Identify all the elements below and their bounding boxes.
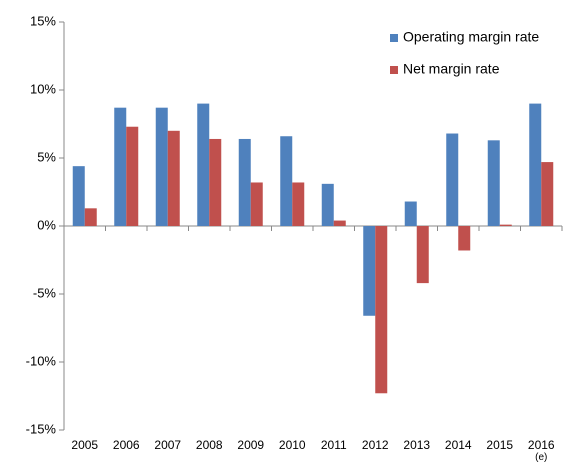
x-tick-label: 2005 <box>71 438 98 452</box>
bar <box>250 182 263 226</box>
x-tick-label: 2013 <box>403 438 430 452</box>
y-tick-label: -15% <box>26 421 57 436</box>
legend-swatch <box>390 66 398 74</box>
bar <box>541 162 554 226</box>
bar <box>72 166 85 226</box>
bar <box>487 140 500 226</box>
bar <box>499 224 512 226</box>
bar <box>529 103 542 226</box>
y-tick-label: 0% <box>37 217 56 232</box>
bar <box>404 201 417 226</box>
bar <box>321 183 334 226</box>
bar <box>209 138 222 226</box>
y-tick-label: 5% <box>37 149 56 164</box>
bar <box>363 226 376 316</box>
bar <box>280 136 293 226</box>
y-tick-label: 10% <box>30 81 56 96</box>
bar <box>84 208 97 226</box>
bar <box>114 107 127 226</box>
x-tick-label: 2015 <box>486 438 513 452</box>
bar <box>333 220 346 226</box>
bar <box>416 226 429 284</box>
x-tick-label: 2011 <box>321 438 347 452</box>
x-tick-label: 2014 <box>445 438 472 452</box>
bar <box>197 103 210 226</box>
legend-swatch <box>390 34 398 42</box>
x-tick-label: 2008 <box>196 438 223 452</box>
y-tick-label: -5% <box>33 285 57 300</box>
legend-label: Operating margin rate <box>403 29 539 45</box>
bar <box>167 130 180 226</box>
y-tick-label: 15% <box>30 13 56 28</box>
bar <box>446 133 459 226</box>
x-tick-label: 2012 <box>362 438 389 452</box>
y-tick-label: -10% <box>26 353 57 368</box>
x-tick-label: 2016 (e) <box>528 438 555 462</box>
legend-label: Net margin rate <box>403 61 500 77</box>
x-tick-label: 2007 <box>154 438 181 452</box>
bar <box>292 182 305 226</box>
bar <box>238 138 251 226</box>
bar <box>375 226 388 394</box>
bar <box>458 226 471 251</box>
x-tick-label: 2006 <box>113 438 140 452</box>
bar <box>126 126 139 226</box>
x-tick-label: 2009 <box>237 438 264 452</box>
bar <box>155 107 168 226</box>
x-tick-label: 2010 <box>279 438 306 452</box>
